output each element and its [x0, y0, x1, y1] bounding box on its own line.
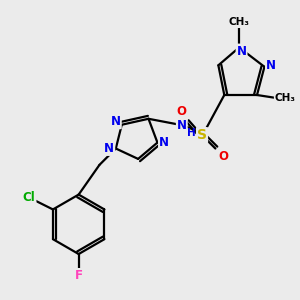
Text: N: N: [177, 119, 187, 132]
Text: N: N: [111, 115, 121, 128]
Text: H: H: [187, 128, 195, 138]
Text: N: N: [104, 142, 114, 155]
Text: S: S: [197, 128, 207, 142]
Text: O: O: [219, 150, 229, 163]
Text: N: N: [236, 44, 247, 58]
Text: N: N: [266, 59, 276, 72]
Text: N: N: [159, 136, 169, 149]
Text: CH₃: CH₃: [275, 93, 296, 103]
Text: O: O: [176, 106, 186, 118]
Text: CH₃: CH₃: [229, 17, 250, 27]
Text: F: F: [75, 269, 83, 282]
Text: Cl: Cl: [23, 191, 35, 204]
